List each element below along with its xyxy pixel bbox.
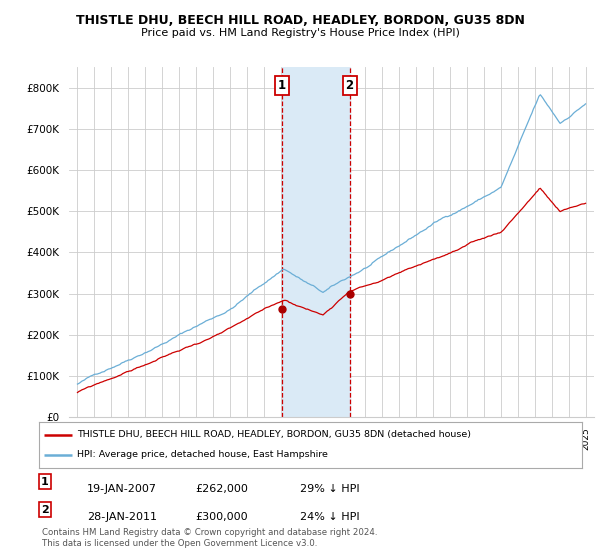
- Text: 1: 1: [277, 80, 286, 92]
- Text: THISTLE DHU, BEECH HILL ROAD, HEADLEY, BORDON, GU35 8DN (detached house): THISTLE DHU, BEECH HILL ROAD, HEADLEY, B…: [77, 430, 471, 439]
- Text: 2: 2: [41, 505, 49, 515]
- Text: 2: 2: [346, 80, 353, 92]
- Text: 19-JAN-2007: 19-JAN-2007: [87, 484, 157, 494]
- Text: 29% ↓ HPI: 29% ↓ HPI: [300, 484, 359, 494]
- Text: Price paid vs. HM Land Registry's House Price Index (HPI): Price paid vs. HM Land Registry's House …: [140, 28, 460, 38]
- Text: HPI: Average price, detached house, East Hampshire: HPI: Average price, detached house, East…: [77, 450, 328, 459]
- Text: 24% ↓ HPI: 24% ↓ HPI: [300, 512, 359, 522]
- Text: £300,000: £300,000: [195, 512, 248, 522]
- Text: 1: 1: [41, 477, 49, 487]
- Text: THISTLE DHU, BEECH HILL ROAD, HEADLEY, BORDON, GU35 8DN: THISTLE DHU, BEECH HILL ROAD, HEADLEY, B…: [76, 14, 524, 27]
- Text: Contains HM Land Registry data © Crown copyright and database right 2024.
This d: Contains HM Land Registry data © Crown c…: [42, 528, 377, 548]
- Text: 28-JAN-2011: 28-JAN-2011: [87, 512, 157, 522]
- Text: £262,000: £262,000: [195, 484, 248, 494]
- Bar: [281, 67, 350, 417]
